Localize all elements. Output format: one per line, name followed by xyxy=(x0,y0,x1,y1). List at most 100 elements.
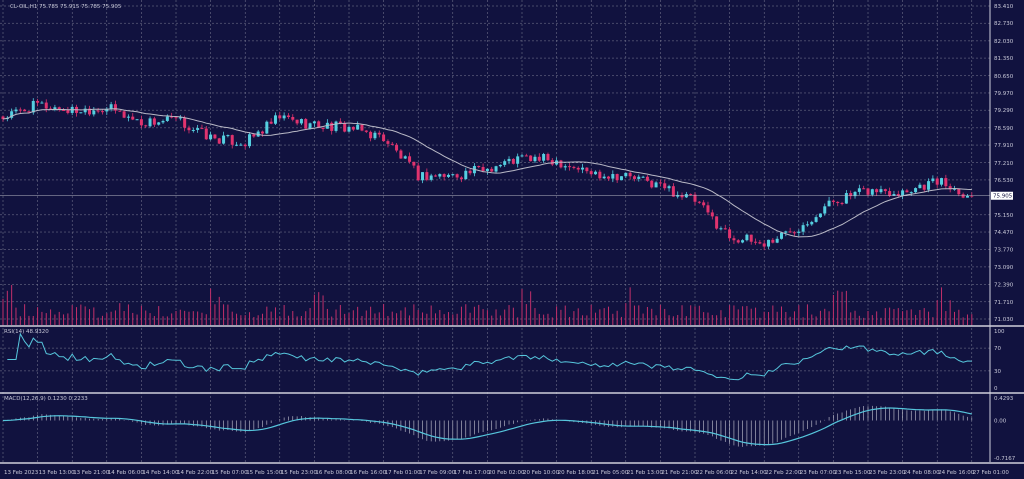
candle-body xyxy=(792,232,796,234)
candle-body xyxy=(191,129,195,131)
candle-body xyxy=(654,182,658,188)
candle-body xyxy=(805,224,809,226)
candle-body xyxy=(715,216,719,229)
candle-body xyxy=(814,217,818,222)
x-tick-label: 16 Feb 16:00 xyxy=(350,470,387,476)
candle-body xyxy=(481,166,485,171)
candle-body xyxy=(408,156,412,162)
candle-body xyxy=(503,161,507,165)
candle-body xyxy=(304,119,308,129)
candle-body xyxy=(308,123,312,129)
candle-body xyxy=(170,116,174,118)
candle-body xyxy=(53,107,57,110)
y-tick-label: 83.410 xyxy=(994,4,1014,10)
candle-body xyxy=(607,176,610,179)
candle-body xyxy=(818,213,822,218)
candle-body xyxy=(343,123,347,132)
candle-body xyxy=(273,115,277,124)
candle-body xyxy=(295,119,299,124)
rsi-title: RSI(14) 48.9320 xyxy=(4,329,49,335)
candle-body xyxy=(261,131,264,134)
candle-body xyxy=(905,190,909,193)
current-price-label: 75.905 xyxy=(993,194,1013,200)
candle-body xyxy=(693,194,697,202)
x-tick-label: 13 Feb 21:00 xyxy=(73,470,110,476)
candle-body xyxy=(576,167,580,170)
candle-body xyxy=(148,118,152,127)
candle-body xyxy=(139,119,143,126)
candle-body xyxy=(550,160,554,165)
moving-average-line xyxy=(2,108,972,238)
y-tick-label: 79.970 xyxy=(994,91,1014,97)
candle-body xyxy=(953,188,956,190)
candle-body xyxy=(719,228,723,230)
x-tick-label: 21 Feb 05:00 xyxy=(592,470,629,476)
candle-body xyxy=(918,184,922,189)
candle-body xyxy=(849,193,853,197)
candle-body xyxy=(113,104,117,111)
candle-body xyxy=(252,134,256,137)
candle-body xyxy=(382,134,386,142)
candle-body xyxy=(83,108,87,113)
candle-body xyxy=(464,170,468,180)
y-tick-label: 79.290 xyxy=(994,108,1014,114)
candle-body xyxy=(741,240,745,243)
rsi-tick-label: 100 xyxy=(994,329,1005,335)
candle-body xyxy=(187,127,191,131)
symbol-info: CL-OIL,H1 75.785 75.915 75.785 75.905 xyxy=(10,4,122,10)
rsi-tick-label: 30 xyxy=(994,369,1001,375)
candle-body xyxy=(615,174,619,181)
candle-body xyxy=(888,191,892,196)
candle-body xyxy=(689,194,693,196)
candle-body xyxy=(866,188,870,195)
candle-body xyxy=(386,141,390,144)
candle-body xyxy=(840,203,844,205)
candle-body xyxy=(282,115,286,119)
candle-body xyxy=(520,155,524,157)
candle-body xyxy=(896,194,900,196)
x-tick-label: 14 Feb 06:00 xyxy=(108,470,145,476)
candle-body xyxy=(831,200,835,202)
candle-body xyxy=(901,190,905,196)
candle-body xyxy=(222,135,226,144)
candle-body xyxy=(421,172,425,181)
candle-body xyxy=(317,121,321,128)
candle-body xyxy=(598,171,602,179)
y-tick-label: 73.770 xyxy=(994,248,1014,254)
x-tick-label: 27 Feb 01:00 xyxy=(973,470,1010,476)
candle-body xyxy=(533,156,537,162)
candle-body xyxy=(165,116,169,121)
candle-body xyxy=(144,125,148,127)
y-tick-label: 77.910 xyxy=(994,143,1014,149)
y-tick-label: 76.530 xyxy=(994,178,1014,184)
candle-body xyxy=(429,175,433,180)
candle-body xyxy=(403,156,407,159)
candle-body xyxy=(801,225,805,232)
candle-body xyxy=(758,242,762,244)
x-tick-label: 24 Feb 16:00 xyxy=(938,470,975,476)
candle-body xyxy=(879,189,883,193)
candle-body xyxy=(425,172,429,180)
candle-body xyxy=(235,144,239,146)
candle-body xyxy=(157,122,161,125)
candle-body xyxy=(230,135,234,145)
candle-body xyxy=(351,126,355,130)
candle-body xyxy=(827,200,831,207)
macd-tick-label: 0.4293 xyxy=(994,396,1014,402)
candle-body xyxy=(788,231,792,233)
grid xyxy=(0,0,990,462)
candle-body xyxy=(490,168,494,172)
candle-body xyxy=(161,120,165,123)
candle-body xyxy=(88,108,91,115)
candle-body xyxy=(468,170,472,174)
x-tick-label: 17 Feb 17:00 xyxy=(454,470,491,476)
x-tick-label: 14 Feb 22:00 xyxy=(177,470,214,476)
x-tick-label: 16 Feb 08:00 xyxy=(315,470,352,476)
candle-body xyxy=(92,110,96,115)
x-tick-label: 23 Feb 23:00 xyxy=(869,470,906,476)
candle-body xyxy=(568,166,572,168)
candle-body xyxy=(542,154,546,161)
candle-body xyxy=(416,165,420,181)
candle-body xyxy=(434,175,437,177)
